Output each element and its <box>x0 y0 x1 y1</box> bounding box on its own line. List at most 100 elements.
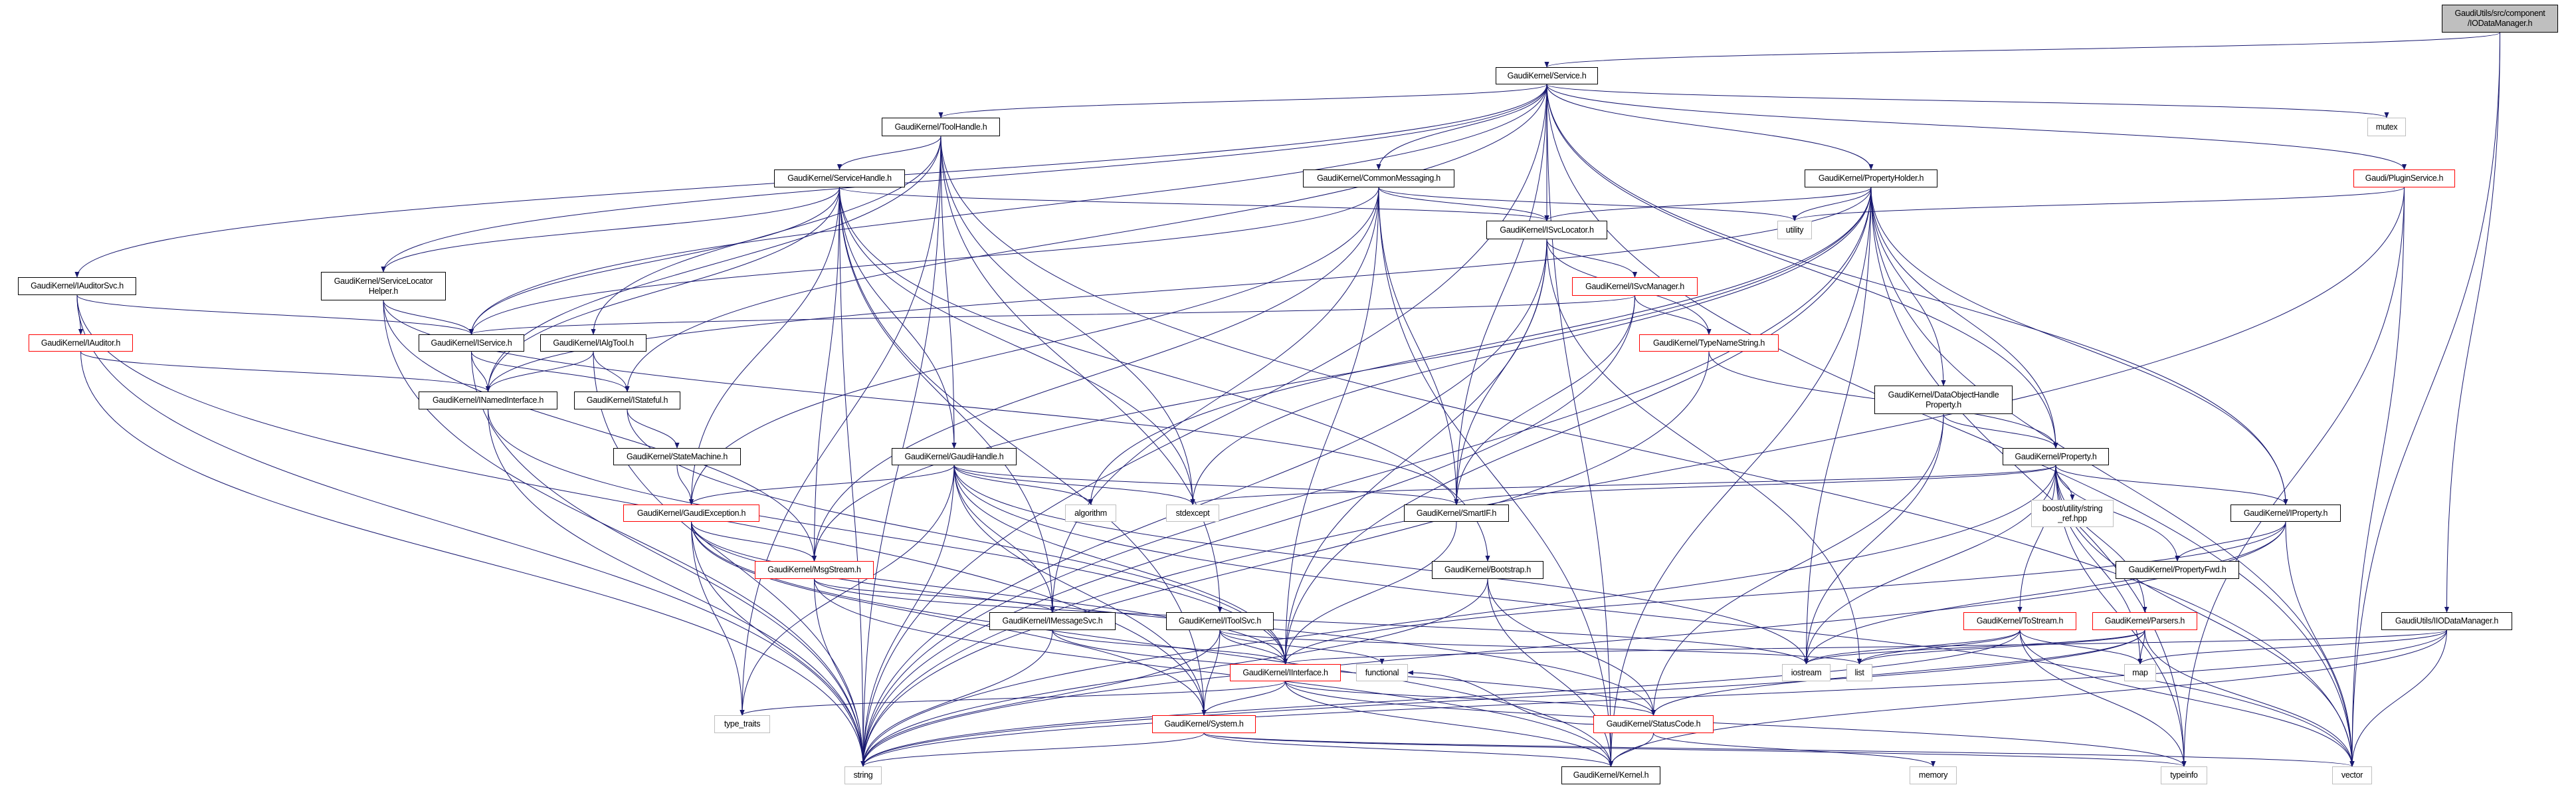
node-iauditor[interactable]: GaudiKernel/IAuditor.h <box>29 334 133 352</box>
node-toolhandle[interactable]: GaudiKernel/ToolHandle.h <box>882 118 1000 136</box>
node-map[interactable]: map <box>2124 664 2156 681</box>
edge-itoolsvc-to-string <box>860 629 1221 767</box>
edge-tostream-to-iostream <box>1804 629 2021 665</box>
node-smartif[interactable]: GaudiKernel/SmartIF.h <box>1404 505 1509 522</box>
edge-iproperty-to-iinterface <box>1283 521 2286 665</box>
node-gaudihandle[interactable]: GaudiKernel/GaudiHandle.h <box>892 448 1017 465</box>
edge-servicehandle-to-msgstream <box>811 187 840 562</box>
node-list[interactable]: list <box>1846 664 1872 681</box>
edge-iauditor-to-inamedinterface <box>80 351 490 392</box>
node-propertyholder[interactable]: GaudiKernel/PropertyHolder.h <box>1805 169 1937 187</box>
node-inamedinterface[interactable]: GaudiKernel/INamedInterface.h <box>419 392 557 409</box>
edge-property-to-parsers <box>2055 465 2147 613</box>
edge-propertyholder-to-iinterface <box>1282 187 1872 665</box>
node-memory[interactable]: memory <box>1910 766 1957 784</box>
edge-servicehandle-to-string <box>839 187 866 767</box>
edge-ialgtool-to-istateful <box>593 351 630 392</box>
edge-typenamestring-to-string <box>860 351 1710 767</box>
node-tostream[interactable]: GaudiKernel/ToStream.h <box>1963 612 2076 630</box>
node-utility[interactable]: utility <box>1777 221 1812 239</box>
edge-gaudihandle-to-gaudiexception <box>689 465 955 505</box>
edge-servicehandle-to-bootstrap <box>839 187 1490 562</box>
node-root[interactable]: GaudiUtils/src/component /IODataManager.… <box>2442 5 2558 33</box>
edge-msgstream-to-iostream <box>814 578 1809 665</box>
edge-property-to-boost <box>2055 465 2075 501</box>
node-typeinfo[interactable]: typeinfo <box>2161 766 2207 784</box>
node-iauditorsvc[interactable]: GaudiKernel/IAuditorSvc.h <box>18 277 136 295</box>
edge-parsers-to-iostream <box>1804 629 2145 665</box>
edge-isvclocator-to-list <box>1546 239 1862 665</box>
node-itoolsvc[interactable]: GaudiKernel/IToolSvc.h <box>1166 612 1274 630</box>
node-servicelocatorhelper[interactable]: GaudiKernel/ServiceLocator Helper.h <box>321 272 446 300</box>
edge-ialgtool-to-inamedinterface <box>485 351 594 392</box>
node-isvcmanager[interactable]: GaudiKernel/ISvcManager.h <box>1572 277 1698 296</box>
node-dataobjecthandleproperty[interactable]: GaudiKernel/DataObjectHandle Property.h <box>1874 386 2013 414</box>
edge-commonmessaging-to-smartif <box>1378 187 1459 505</box>
edge-property-to-smartif <box>1454 465 2056 505</box>
edge-tostream-to-string <box>860 629 2021 767</box>
node-stdexcept[interactable]: stdexcept <box>1166 505 1219 522</box>
node-pluginservice[interactable]: Gaudi/PluginService.h <box>2353 169 2455 187</box>
edge-toolhandle-to-servicehandle <box>837 136 941 170</box>
node-bootstrap[interactable]: GaudiKernel/Bootstrap.h <box>1432 561 1543 579</box>
node-parsers[interactable]: GaudiKernel/Parsers.h <box>2092 612 2197 630</box>
edge-service-to-pluginservice <box>1546 84 2407 170</box>
node-property[interactable]: GaudiKernel/Property.h <box>2003 448 2109 465</box>
node-statemachine[interactable]: GaudiKernel/StateMachine.h <box>613 448 741 465</box>
node-iproperty[interactable]: GaudiKernel/IProperty.h <box>2230 505 2341 522</box>
node-boost[interactable]: boost/utility/string _ref.hpp <box>2031 500 2114 527</box>
edge-gaudiexception-to-iinterface <box>691 521 1288 665</box>
node-iiodatamanager[interactable]: GaudiUtils/IIODataManager.h <box>2381 612 2512 630</box>
node-gaudiexception[interactable]: GaudiKernel/GaudiException.h <box>623 505 759 522</box>
edge-system-to-typeinfo <box>1203 733 2187 767</box>
edge-propertyholder-to-typeinfo <box>1870 187 2187 767</box>
node-msgstream[interactable]: GaudiKernel/MsgStream.h <box>755 561 874 579</box>
node-string[interactable]: string <box>844 766 882 784</box>
node-mutex[interactable]: mutex <box>2367 118 2406 136</box>
edge-pluginservice-to-vector <box>2349 187 2405 767</box>
node-system[interactable]: GaudiKernel/System.h <box>1152 715 1256 733</box>
node-iinterface[interactable]: GaudiKernel/IInterface.h <box>1230 664 1341 681</box>
edge-isvclocator-to-smartif <box>1454 239 1547 505</box>
node-ialgtool[interactable]: GaudiKernel/IAlgTool.h <box>540 334 646 352</box>
node-commonmessaging[interactable]: GaudiKernel/CommonMessaging.h <box>1303 169 1454 187</box>
edge-toolhandle-to-type_traits <box>740 136 941 716</box>
node-vector[interactable]: vector <box>2332 766 2372 784</box>
edge-isvclocator-to-iinterface <box>1282 239 1547 665</box>
node-algorithm[interactable]: algorithm <box>1065 505 1116 522</box>
node-propertyfwd[interactable]: GaudiKernel/PropertyFwd.h <box>2116 561 2239 579</box>
edge-toolhandle-to-stdexcept <box>940 136 1195 505</box>
edge-iservice-to-inamedinterface <box>471 351 491 392</box>
edge-service-to-mutex <box>1546 84 2389 118</box>
node-kernel[interactable]: GaudiKernel/Kernel.h <box>1561 766 1660 784</box>
node-imessagesvc[interactable]: GaudiKernel/IMessageSvc.h <box>989 612 1116 630</box>
edge-service-to-string <box>860 84 1547 767</box>
node-statuscode[interactable]: GaudiKernel/StatusCode.h <box>1593 715 1714 733</box>
edge-service-to-propertyholder <box>1546 84 1874 170</box>
edge-propertyholder-to-dataobjecthandleproperty <box>1870 187 1946 386</box>
edge-commonmessaging-to-isvclocator <box>1378 187 1549 221</box>
edge-servicehandle-to-stdexcept <box>839 187 1195 505</box>
edge-isvcmanager-to-smartif <box>1454 295 1635 505</box>
edge-service-to-istateful <box>625 84 1547 392</box>
node-istateful[interactable]: GaudiKernel/IStateful.h <box>574 392 680 409</box>
edge-parsers-to-vector <box>2144 629 2355 767</box>
node-type_traits[interactable]: type_traits <box>714 715 770 733</box>
node-iservice[interactable]: GaudiKernel/IService.h <box>419 334 524 352</box>
edge-iiodatamanager-to-map <box>2137 629 2447 665</box>
edge-servicehandle-to-iservice <box>468 187 840 335</box>
edge-statemachine-to-gaudiexception <box>676 465 694 505</box>
edge-imessagesvc-to-iinterface <box>1052 629 1288 665</box>
node-functional[interactable]: functional <box>1356 664 1408 681</box>
node-service[interactable]: GaudiKernel/Service.h <box>1496 67 1598 84</box>
edge-iiodatamanager-to-kernel <box>1608 629 2447 767</box>
edge-toolhandle-to-ialgtool <box>591 136 941 335</box>
node-servicehandle[interactable]: GaudiKernel/ServiceHandle.h <box>774 169 905 187</box>
node-iostream[interactable]: iostream <box>1782 664 1831 681</box>
edge-gaudihandle-to-type_traits <box>740 465 955 716</box>
edge-property-to-string <box>860 465 2056 767</box>
edge-iproperty-to-propertyfwd <box>2175 521 2286 562</box>
node-typenamestring[interactable]: GaudiKernel/TypeNameString.h <box>1639 334 1779 352</box>
edge-bootstrap-to-string <box>860 578 1488 767</box>
node-isvclocator[interactable]: GaudiKernel/ISvcLocator.h <box>1486 221 1607 239</box>
